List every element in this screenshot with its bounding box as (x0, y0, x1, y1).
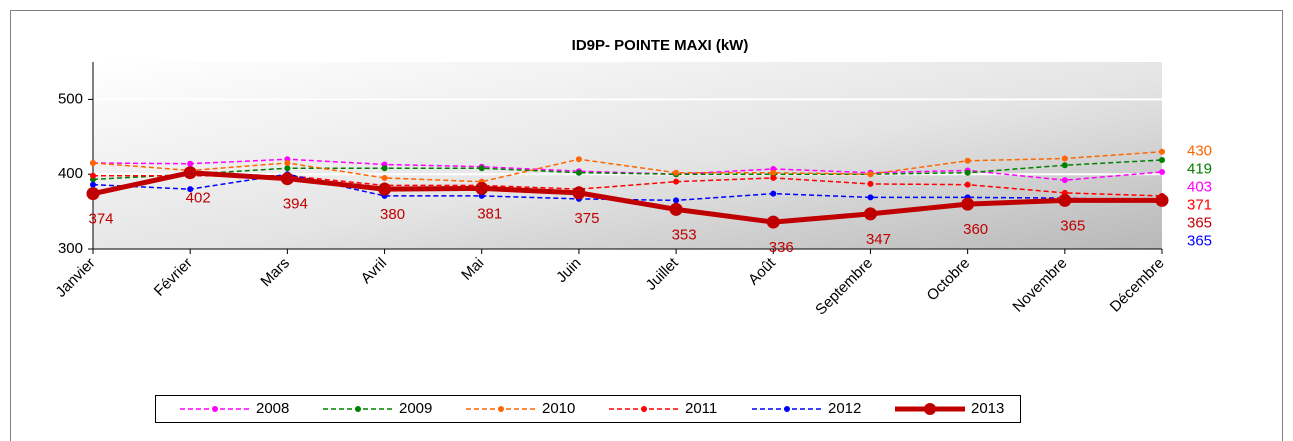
data-point (284, 165, 291, 172)
x-tick-label: Février (151, 255, 196, 300)
y-tick-label: 400 (58, 165, 83, 182)
data-label: 375 (574, 210, 599, 227)
y-tick-label: 300 (58, 240, 83, 257)
chart-title: ID9P- POINTE MAXI (kW) (572, 37, 749, 54)
data-point (381, 165, 388, 172)
data-point (669, 202, 683, 216)
data-point (1159, 156, 1165, 163)
data-label: 360 (963, 221, 988, 238)
data-point (90, 172, 96, 179)
x-tick-label: Octobre (924, 255, 974, 305)
data-point (378, 182, 392, 196)
legend-label: 2012 (828, 400, 861, 417)
data-point (867, 171, 874, 178)
data-point (863, 207, 877, 221)
data-point (572, 186, 586, 200)
data-point (770, 169, 777, 176)
data-point (183, 166, 197, 180)
data-point (1058, 193, 1072, 207)
data-label: 402 (186, 190, 211, 207)
data-point (1155, 193, 1169, 207)
x-tick-label: Juin (553, 255, 584, 286)
data-point (90, 181, 96, 188)
end-label: 371 (1187, 197, 1212, 214)
data-point (964, 157, 971, 164)
data-label: 365 (1060, 217, 1085, 234)
series-lines (86, 148, 1169, 229)
data-point (770, 174, 777, 181)
x-tick-label: Avril (358, 255, 390, 287)
series-line (92, 159, 1163, 181)
legend-marker (784, 406, 790, 412)
series-line (92, 170, 1162, 225)
legend-marker (212, 406, 218, 412)
x-tick-label: Septembre (812, 255, 876, 319)
data-point (575, 169, 582, 176)
data-label: 374 (88, 211, 113, 228)
end-label: 403 (1187, 179, 1212, 196)
end-label: 365 (1187, 215, 1212, 232)
data-point (280, 172, 294, 186)
data-label: 380 (380, 206, 405, 223)
legend-box (155, 395, 1021, 423)
data-point (673, 197, 680, 204)
labels: 374 402 394 380 381 375 353 336 347 360 365 4304194… (88, 143, 1212, 256)
legend-marker (498, 406, 504, 412)
data-point (575, 156, 582, 163)
legend-label: 2008 (256, 400, 289, 417)
data-point (1061, 177, 1068, 184)
x-tick-label: Juillet (643, 254, 683, 294)
data-point (673, 169, 680, 176)
end-label: 419 (1187, 161, 1212, 178)
data-point (86, 187, 100, 201)
data-label: 394 (283, 196, 308, 213)
data-label: 381 (477, 205, 502, 222)
data-point (90, 159, 96, 166)
data-point (964, 169, 971, 176)
data-point (964, 181, 971, 188)
x-tick-label: Août (745, 254, 779, 288)
end-label: 365 (1187, 233, 1212, 250)
legend-label: 2009 (399, 400, 432, 417)
data-point (867, 180, 874, 187)
data-point (284, 159, 291, 166)
data-point (478, 165, 485, 172)
data-label: 347 (866, 231, 891, 248)
data-point (187, 160, 194, 167)
data-point (187, 186, 194, 193)
x-tick-label: Décembre (1107, 255, 1168, 316)
legend-marker (924, 403, 936, 415)
x-tick-label: Mai (458, 255, 487, 284)
data-point (1159, 148, 1165, 155)
x-tick-label: Novembre (1009, 255, 1070, 316)
legend-marker (355, 406, 361, 412)
data-point (475, 181, 489, 195)
legend-label: 2010 (542, 400, 575, 417)
data-label: 353 (672, 226, 697, 243)
plot-area (93, 62, 1162, 249)
legend-label: 2011 (685, 400, 717, 417)
x-tick-label: Mars (257, 255, 293, 291)
series-line (92, 151, 1163, 183)
data-point (961, 197, 975, 211)
data-label: 336 (769, 239, 794, 256)
legend-label: 2013 (971, 400, 1004, 417)
y-tick-label: 500 (58, 90, 83, 107)
x-tick-label: Janvier (52, 255, 98, 301)
data-point (1061, 155, 1068, 162)
data-point (770, 190, 777, 197)
data-point (1159, 168, 1165, 175)
data-point (673, 178, 680, 185)
legend-marker (641, 406, 647, 412)
frame (10, 10, 1283, 441)
data-point (766, 215, 780, 229)
data-point (381, 174, 388, 181)
data-point (1061, 162, 1068, 169)
end-label: 430 (1187, 143, 1212, 160)
data-point (867, 194, 874, 201)
